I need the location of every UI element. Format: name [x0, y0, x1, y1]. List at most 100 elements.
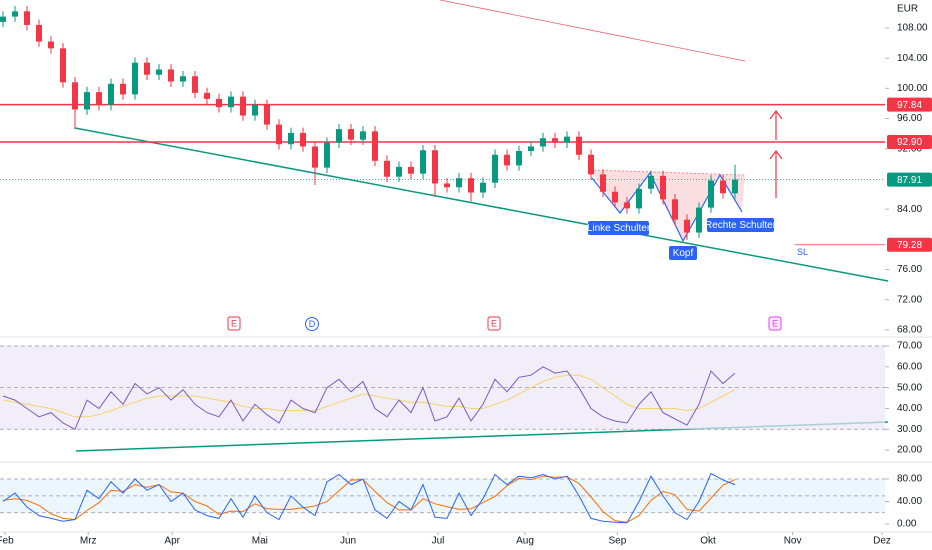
candle-body [396, 166, 402, 177]
candle-body [36, 24, 42, 42]
event-marker[interactable] [305, 317, 319, 331]
candle-body [420, 150, 426, 174]
x-tick-label: Mai [252, 536, 268, 547]
y-tick-label: 80.00 [897, 474, 922, 485]
price-level-box [887, 134, 932, 149]
candle-body [588, 154, 594, 175]
candle-body [648, 175, 654, 189]
pattern-label: Kopf [673, 248, 694, 259]
event-marker[interactable] [227, 316, 241, 331]
y-tick-label: 96.00 [897, 113, 922, 124]
y-tick-label: 68.00 [897, 325, 922, 336]
candle-body [672, 199, 678, 220]
trendline [439, 0, 746, 62]
pattern-label-box [707, 218, 774, 232]
candle-body [60, 48, 66, 83]
candle-body [180, 76, 186, 82]
candle-body [384, 160, 390, 177]
x-tick-label: Aug [516, 536, 534, 547]
y-tick-label: 70.00 [897, 341, 922, 352]
y-tick-label: 72.00 [897, 294, 922, 305]
y-tick-label: 30.00 [897, 424, 922, 435]
candle-body [528, 146, 534, 152]
candle-body [144, 62, 150, 75]
annotation-layer: Linke Schulter Kopf Rechte Schulter EUR … [0, 4, 932, 547]
x-tick-label: Jun [340, 536, 356, 547]
candle-body [720, 180, 726, 194]
candle-body [540, 138, 546, 147]
candle-body [12, 11, 18, 17]
candle-body [360, 131, 366, 140]
candle-body [696, 207, 702, 233]
x-tick-label: Feb [0, 536, 14, 547]
event-label: D [309, 319, 316, 329]
candle-body [708, 180, 714, 208]
x-tick-label: Mrz [80, 536, 97, 547]
price-level-label: 97.84 [897, 100, 922, 111]
y-tick-label: 50.00 [897, 382, 922, 393]
candle-body [0, 16, 6, 22]
y-tick-label: 104.00 [897, 53, 928, 64]
candle-body [576, 136, 582, 155]
y-tick-label: 40.00 [897, 496, 922, 507]
candle-body [600, 174, 606, 192]
price-level-label: 79.28 [897, 240, 922, 251]
arrow-head [769, 150, 783, 160]
x-tick-label: Sep [609, 536, 627, 547]
candle-body [72, 82, 78, 110]
candle-body [168, 69, 174, 82]
price-level-box [887, 172, 932, 187]
y-tick-label: 108.00 [897, 23, 928, 34]
marks-layer [0, 6, 738, 524]
candle-body [288, 132, 294, 145]
x-tick-label: Apr [164, 536, 180, 547]
pattern-label-box [588, 221, 649, 235]
candle-body [312, 146, 318, 168]
y-tick-label: 76.00 [897, 264, 922, 275]
candle-body [624, 202, 630, 209]
pattern-area [590, 170, 745, 241]
y-tick-label: 60.00 [897, 361, 922, 372]
candle-body [660, 175, 666, 200]
candle-body [408, 166, 414, 174]
candle-body [276, 124, 282, 145]
x-tick-label: Okt [700, 536, 716, 547]
candle-body [432, 150, 438, 184]
candle-body [480, 182, 486, 193]
candle-body [336, 129, 342, 143]
candle-body [84, 92, 90, 110]
pattern-label-box [669, 246, 697, 260]
candle-body [240, 96, 246, 116]
pattern-label: Rechte Schulter [705, 220, 777, 231]
y-tick-label: 100.00 [897, 83, 928, 94]
x-tick-label: Nov [784, 536, 802, 547]
candle-body [732, 179, 738, 194]
candle-body [156, 69, 162, 75]
candle-body [552, 138, 558, 143]
pattern-label: Linke Schulter [587, 223, 651, 234]
background-layer [0, 0, 889, 535]
y-tick-label: 0.00 [897, 519, 917, 530]
trendline [74, 127, 889, 282]
candle-body [444, 183, 450, 188]
candle-body [348, 129, 354, 140]
price-level-box [887, 97, 932, 112]
event-marker[interactable] [768, 316, 782, 331]
candle-body [264, 104, 270, 125]
candle-body [504, 154, 510, 166]
candle-body [108, 83, 114, 105]
candle-body [516, 151, 522, 166]
candle-body [564, 136, 570, 143]
price-level-box [887, 237, 932, 252]
candle-body [492, 154, 498, 183]
candle-body [132, 62, 138, 95]
event-label: E [491, 318, 497, 328]
candle-body [192, 76, 198, 93]
indicator-line [2, 472, 736, 524]
candle-body [324, 142, 330, 168]
pattern-neckline [589, 169, 746, 176]
event-marker[interactable] [487, 316, 501, 331]
candle-body [372, 131, 378, 161]
candle-body [252, 104, 258, 116]
